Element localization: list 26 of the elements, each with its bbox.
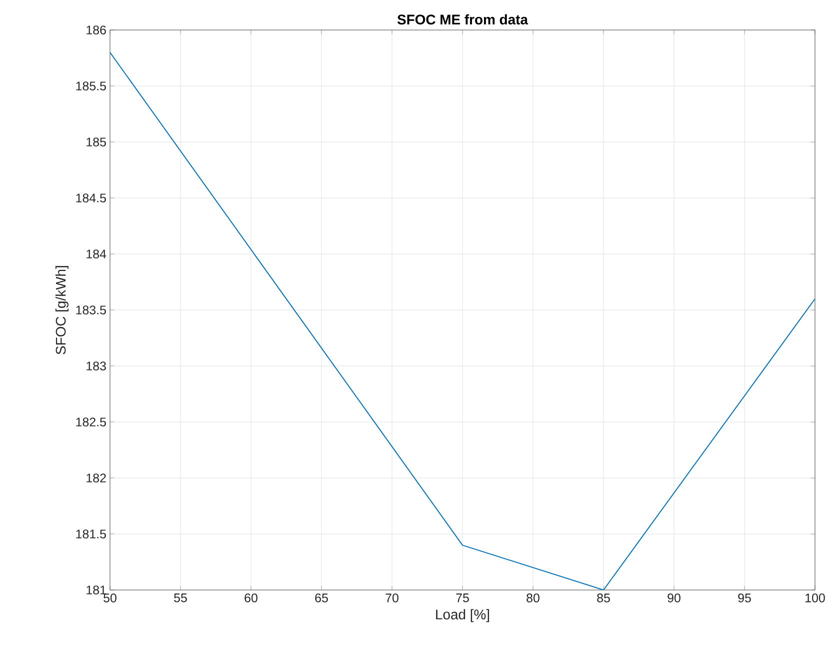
x-tick-label: 90 — [668, 594, 680, 602]
x-tick-label: 75 — [456, 594, 469, 602]
x-axis-title: Load [%] — [436, 609, 490, 622]
line-series — [110, 52, 816, 590]
x-tick-label: 50 — [104, 594, 116, 602]
y-tick-label: 184.5 — [76, 194, 106, 202]
chart-title: SFOC ME from data — [397, 14, 528, 25]
y-axis-title: SFOC [g/kWh] — [55, 266, 68, 354]
y-tick-label: 182.5 — [76, 418, 106, 426]
x-tick-label: 100 — [806, 594, 825, 602]
x-tick-label: 85 — [597, 594, 610, 602]
y-tick-label: 185 — [86, 138, 106, 146]
x-tick-label: 95 — [738, 594, 751, 602]
y-tick-label: 183 — [86, 362, 106, 370]
y-tick-label: 185.5 — [76, 82, 106, 90]
y-tick-label: 186 — [86, 26, 106, 34]
x-tick-label: 55 — [174, 594, 187, 602]
x-tick-label: 60 — [244, 594, 258, 602]
y-tick-label: 182 — [86, 474, 106, 482]
x-tick-label: 70 — [386, 594, 398, 602]
y-tick-label: 181 — [86, 586, 106, 594]
y-tick-label: 183.5 — [76, 306, 106, 314]
x-tick-label: 80 — [526, 594, 540, 602]
y-tick-label: 181.5 — [76, 530, 106, 538]
y-tick-label: 184 — [86, 250, 106, 258]
x-tick-label: 65 — [315, 594, 328, 602]
